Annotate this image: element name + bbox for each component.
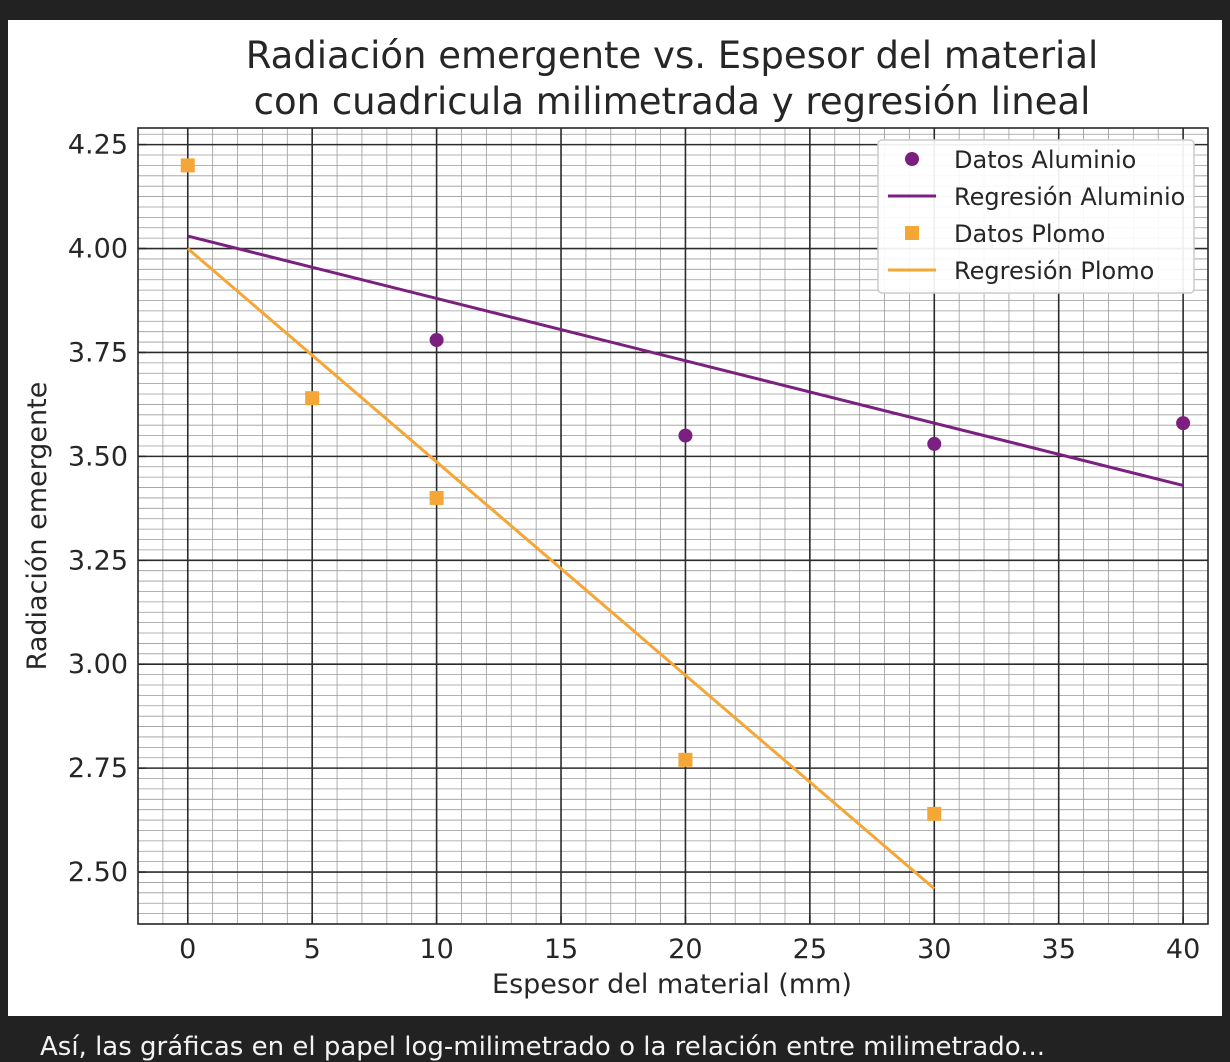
x-tick-label: 15: [544, 934, 578, 965]
y-tick-label: 4.00: [68, 234, 128, 265]
caption-text: Así, las gráficas en el papel log-milime…: [40, 1032, 1046, 1062]
data-point-square: [927, 806, 942, 821]
x-tick-label: 30: [917, 934, 951, 965]
legend-label: Datos Aluminio: [954, 146, 1136, 174]
x-axis-label: Espesor del material (mm): [492, 969, 852, 1000]
chart-legend: Datos Aluminio Regresión Aluminio Datos Pl…: [877, 139, 1195, 294]
data-point-circle: [927, 436, 942, 451]
axis-ticks: 0 5 10 15 20 25 30 35 40 2.50 2.75 3.00 3.25 3.50 3.75…: [68, 130, 1200, 965]
legend-square-swatch: [905, 226, 919, 240]
x-tick-label: 40: [1166, 934, 1200, 965]
legend-label: Datos Plomo: [954, 220, 1105, 248]
y-tick-label: 3.75: [68, 337, 128, 368]
y-tick-label: 2.50: [68, 857, 128, 888]
legend-circle-swatch: [905, 152, 919, 166]
data-point-square: [305, 391, 320, 406]
data-point-circle: [429, 332, 444, 347]
x-tick-label: 5: [304, 934, 321, 965]
legend-label: Regresión Aluminio: [954, 183, 1185, 211]
plot-frame: [137, 127, 1209, 925]
y-tick-label: 2.75: [68, 753, 128, 784]
data-point-circle: [1176, 416, 1191, 431]
x-tick-label: 20: [668, 934, 702, 965]
chart-title-line-1: Radiación emergente vs. Espesor del mate…: [246, 34, 1099, 77]
data-point-square: [429, 490, 444, 505]
x-tick-label: 0: [179, 934, 196, 965]
x-tick-label: 10: [419, 934, 453, 965]
x-tick-label: 35: [1042, 934, 1076, 965]
regression-line: [187, 234, 1184, 487]
legend-box: [877, 139, 1195, 294]
y-tick-label: 3.00: [68, 649, 128, 680]
regression-line: [186, 247, 936, 890]
legend-label: Regresión Plomo: [954, 257, 1154, 285]
data-point-circle: [678, 428, 693, 443]
chart-title-line-2: con cuadricula milimetrada y regresión l…: [254, 80, 1091, 123]
chart-marks: [180, 158, 1191, 890]
data-point-square: [678, 752, 693, 767]
chart-figure: Radiación emergente vs. Espesor del mate…: [8, 20, 1222, 1016]
x-tick-label: 25: [793, 934, 827, 965]
y-tick-label: 4.25: [68, 130, 128, 161]
y-tick-label: 3.50: [68, 441, 128, 472]
y-tick-label: 3.25: [68, 545, 128, 576]
y-axis-label: Radiación emergente: [22, 382, 53, 671]
data-point-square: [180, 158, 195, 173]
chart-svg: Radiación emergente vs. Espesor del mate…: [22, 34, 1209, 1000]
